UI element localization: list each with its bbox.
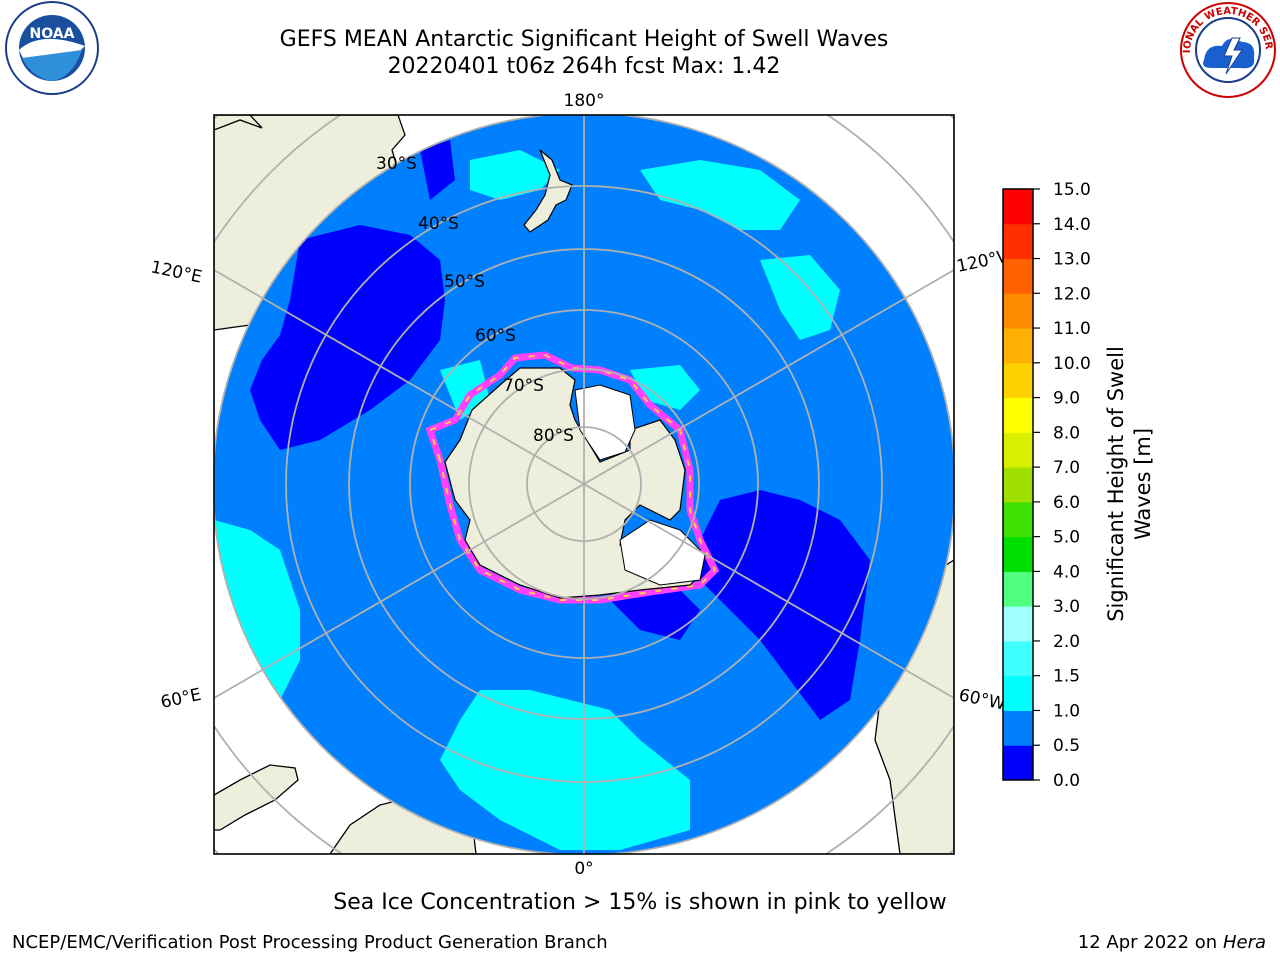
colorbar-tick-label: 1.5 [1053,667,1080,687]
colorbar-segment [1003,432,1033,468]
moderate-swell-region [440,690,690,850]
colorbar-segment [1003,675,1033,711]
sea-ice-note: Sea Ice Concentration > 15% is shown in … [333,890,947,915]
colorbar-tick-label: 13.0 [1053,250,1091,270]
colorbar-ticks: 0.0 0.5 1.0 1.5 2.0 3.0 4.0 5.0 6.0 7.0 8.0 9.0 10.0… [1033,180,1091,791]
colorbar-tick-label: 0.5 [1053,736,1080,756]
chart-title: GEFS MEAN Antarctic Significant Height o… [279,27,889,52]
nws-logo: NATIONAL WEATHER SERVICE [1176,0,1276,98]
noaa-logo: NOAA [5,1,99,95]
colorbar-segment [1003,328,1033,364]
footer-credit: NCEP/EMC/Verification Post Processing Pr… [12,932,608,953]
footer-date-text: 12 Apr 2022 on [1077,932,1223,953]
antarctica-land [444,367,701,599]
colorbar-segment [1003,397,1033,433]
colorbar-segment [1003,640,1033,677]
colorbar-tick-label: 1.0 [1053,701,1080,721]
colorbar-tick-label: 0.0 [1053,771,1080,791]
colorbar-tick-label: 4.0 [1053,562,1080,582]
colorbar-label-line1: Significant Height of Swell [1104,346,1128,622]
new-zealand-land [523,149,573,233]
colorbar-segment [1003,258,1033,294]
lon-label-180: 180° [564,91,605,111]
colorbar-tick-label: 3.0 [1053,597,1080,617]
colorbar-tick-label: 5.0 [1053,528,1080,548]
colorbar-segment [1003,467,1033,503]
footer-machine: Hera [1222,932,1266,953]
lat-label-70s: 70°S [503,376,544,396]
colorbar-tick-label: 12.0 [1053,284,1091,304]
colorbar-segment [1003,362,1033,399]
colorbar-tick-label: 6.0 [1053,493,1080,513]
colorbar-tick-label: 9.0 [1053,389,1080,409]
colorbar-tick-label: 15.0 [1053,180,1091,200]
sea-ice-edge [425,351,720,604]
map-frame [213,114,955,855]
colorbar-segment [1003,606,1033,642]
lat-label-60s: 60°S [475,326,516,346]
madagascar-land [214,764,299,831]
low-swell-region [250,225,445,450]
lat-label-50s: 50°S [444,272,485,292]
lat-label-30s: 30°S [376,154,417,174]
colorbar-tick-label: 8.0 [1053,423,1080,443]
noaa-logo-text: NOAA [30,26,75,42]
colorbar-segment [1003,536,1033,572]
colorbar-segment [1003,571,1033,607]
colorbar-segments [1003,189,1033,781]
colorbar-tick-label: 14.0 [1053,215,1091,235]
colorbar-label-line2: Waves [m] [1131,428,1155,540]
colorbar-segment [1003,189,1033,225]
chart-subtitle: 20220401 t06z 264h fcst Max: 1.42 [387,54,781,79]
colorbar-frame [1002,188,1034,781]
footer-date: 12 Apr 2022 on Hera [1078,932,1266,953]
colorbar-tick-label: 10.0 [1053,354,1091,374]
lat-label-80s: 80°S [533,426,574,446]
colorbar-tick-label: 7.0 [1053,458,1080,478]
weddell-ice-shelf [619,519,706,586]
lat-label-40s: 40°S [418,214,459,234]
colorbar-segment [1003,745,1033,781]
graticule [214,115,954,854]
colorbar-tick-label: 2.0 [1053,632,1080,652]
colorbar-segment [1003,710,1033,746]
colorbar-segment [1003,223,1033,260]
lon-label-0: 0° [574,859,593,879]
colorbar-tick-label: 11.0 [1053,319,1091,339]
colorbar-segment [1003,293,1033,329]
colorbar-segment [1003,501,1033,538]
